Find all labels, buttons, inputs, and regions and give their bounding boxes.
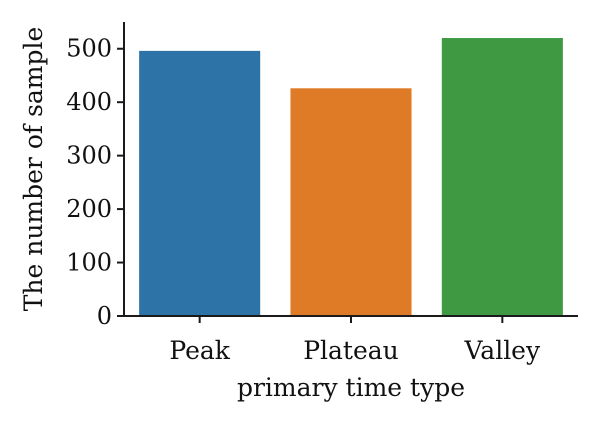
x-tick-label: Valley — [464, 336, 541, 365]
y-tick-label: 400 — [66, 88, 112, 116]
x-ticks-group: Peak Plateau Valley — [169, 316, 541, 365]
bar-valley — [441, 38, 563, 316]
y-tick-label: 300 — [66, 142, 112, 170]
bar-peak — [139, 50, 261, 317]
x-tick-label: Plateau — [303, 336, 399, 365]
bars-group — [139, 38, 563, 317]
y-tick-label: 500 — [66, 35, 112, 63]
y-axis-title: The number of sample — [19, 27, 48, 312]
x-tick-label: Peak — [169, 336, 230, 365]
y-ticks-group: 0 100 200 300 400 500 — [66, 35, 124, 330]
y-tick-label: 100 — [66, 249, 112, 277]
y-tick-label: 200 — [66, 195, 112, 223]
x-axis-title: primary time type — [237, 373, 465, 402]
y-tick-label: 0 — [97, 302, 112, 330]
bar-plateau — [290, 88, 412, 317]
